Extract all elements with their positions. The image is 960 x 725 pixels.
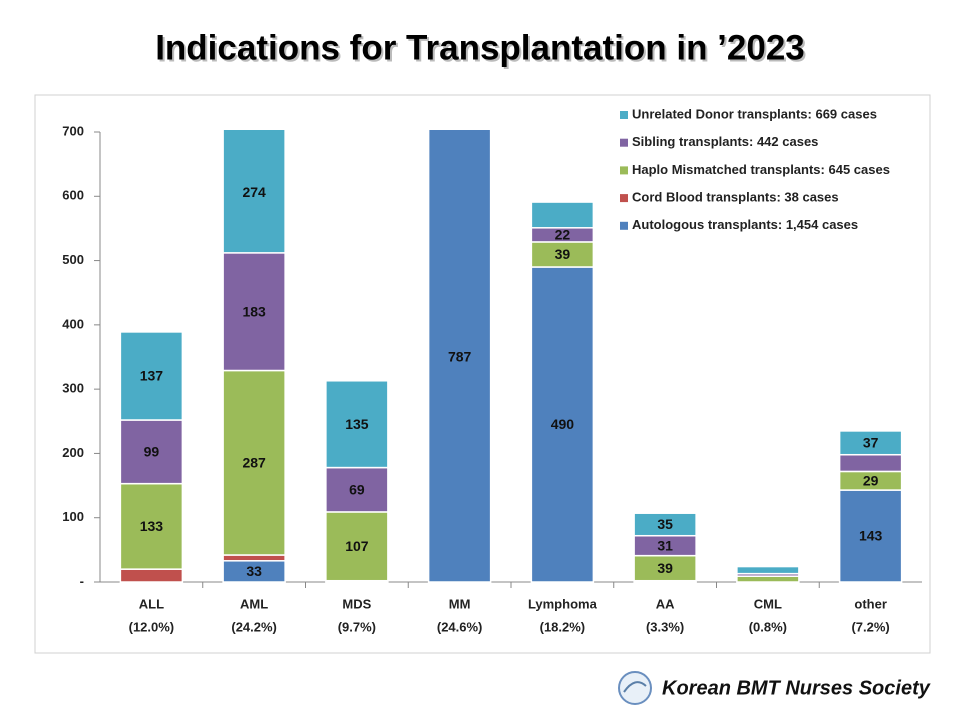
data-label: 274: [242, 184, 266, 200]
x-tick-note: (24.2%): [231, 619, 277, 634]
data-label: 787: [448, 349, 472, 365]
bar-segment: [530, 241, 595, 268]
x-tick-note: (9.7%): [338, 619, 376, 634]
bar-segment: [325, 511, 389, 582]
data-label: 183: [242, 303, 266, 319]
x-tick-note: (12.0%): [129, 619, 175, 634]
bar-segment: [838, 453, 903, 473]
data-label: 490: [551, 416, 575, 432]
y-tick-label: 700: [62, 123, 84, 138]
bar-segment: [222, 369, 286, 556]
x-tick-note: (18.2%): [540, 619, 586, 634]
y-tick-label: -: [80, 573, 84, 588]
data-label: 99: [144, 444, 160, 460]
x-tick-note: (3.3%): [646, 619, 684, 634]
x-tick-label: CML: [754, 596, 782, 611]
bar-segment: [633, 512, 697, 537]
y-tick-label: 100: [62, 509, 84, 524]
data-label: 39: [555, 246, 571, 262]
legend-swatch: [620, 221, 628, 230]
data-label: 39: [657, 560, 673, 576]
y-tick-label: 500: [62, 252, 84, 267]
x-tick-label: Lymphoma: [528, 596, 598, 611]
legend-swatch: [620, 194, 628, 203]
x-tick-label: AML: [240, 596, 268, 611]
x-tick-note: (0.8%): [749, 619, 787, 634]
legend-label: Unrelated Donor transplants: 669 cases: [632, 106, 877, 121]
bars: [119, 130, 903, 583]
x-tick-label: other: [854, 596, 887, 611]
x-tick-label: ALL: [139, 596, 164, 611]
x-tick-label: AA: [656, 596, 675, 611]
bar-segment: [222, 554, 286, 562]
bar-segment: [119, 419, 184, 485]
data-label: 133: [140, 518, 164, 534]
x-tick-label: MDS: [342, 596, 371, 611]
logo: [618, 671, 652, 705]
bar-segment: [530, 266, 595, 583]
bar-segment: [736, 565, 800, 575]
bar-segment: [325, 466, 389, 513]
x-tick-note: (24.6%): [437, 619, 483, 634]
footer: Korean BMT Nurses Society: [662, 677, 931, 699]
y-tick-label: 200: [62, 445, 84, 460]
bar-segment: [530, 201, 595, 229]
legend-label: Autologous transplants: 1,454 cases: [632, 217, 858, 232]
data-label: 37: [863, 435, 879, 451]
legend-label: Cord Blood transplants: 38 cases: [632, 190, 839, 205]
bar-segment: [427, 130, 492, 583]
data-label: 22: [555, 227, 571, 243]
legend-swatch: [620, 111, 628, 119]
bar-segment: [736, 575, 800, 583]
y-tick-label: 400: [62, 316, 84, 331]
data-label: 137: [140, 368, 164, 384]
data-label: 35: [657, 516, 673, 532]
chart-title-shadow: Indications for Transplantation in ’2023: [157, 30, 807, 69]
bar-segment: [119, 568, 184, 583]
x-tick-label: MM: [449, 596, 471, 611]
data-label: 143: [859, 528, 883, 544]
y-tick-label: 300: [62, 381, 84, 396]
chart-title: Indications for Transplantation in ’2023: [155, 28, 805, 67]
data-label: 33: [246, 563, 262, 579]
bar-segment: [633, 554, 697, 582]
legend-label: Sibling transplants: 442 cases: [632, 134, 818, 149]
logo-mark: [623, 681, 647, 693]
bar-segment: [119, 331, 184, 421]
bar-segment: [222, 130, 286, 254]
bar-segment: [119, 482, 184, 570]
data-label: 29: [863, 472, 879, 488]
data-label: 31: [657, 537, 673, 553]
legend-label: Haplo Mismatched transplants: 645 cases: [632, 162, 890, 177]
legend-swatch: [620, 166, 628, 175]
data-label: 69: [349, 481, 365, 497]
data-label: 135: [345, 416, 369, 432]
data-label: 107: [345, 538, 369, 554]
data-label: 287: [242, 454, 266, 470]
bar-segment: [325, 380, 389, 469]
bar-segment: [222, 252, 286, 372]
x-tick-note: (7.2%): [851, 619, 889, 634]
legend-swatch: [620, 138, 628, 147]
y-tick-label: 600: [62, 188, 84, 203]
bar-segment: [838, 430, 903, 456]
